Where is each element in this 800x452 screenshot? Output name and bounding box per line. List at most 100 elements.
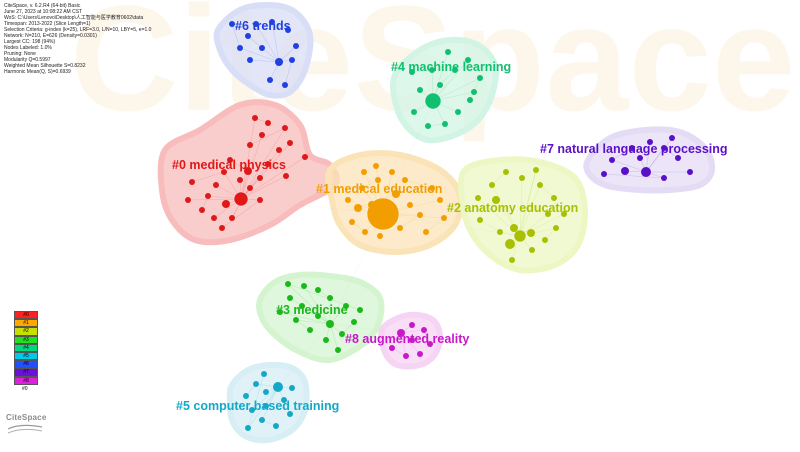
network-node[interactable]: [302, 154, 308, 160]
network-node[interactable]: [301, 283, 307, 289]
network-node[interactable]: [475, 195, 481, 201]
network-node[interactable]: [417, 212, 423, 218]
network-node[interactable]: [252, 115, 258, 121]
network-node[interactable]: [265, 120, 271, 126]
network-node[interactable]: [237, 45, 243, 51]
network-node[interactable]: [257, 175, 263, 181]
network-node[interactable]: [377, 233, 383, 239]
network-node[interactable]: [282, 82, 288, 88]
network-node[interactable]: [315, 287, 321, 293]
network-node[interactable]: [229, 21, 235, 27]
network-node[interactable]: [349, 219, 355, 225]
network-node[interactable]: [205, 193, 211, 199]
network-node[interactable]: [253, 21, 259, 27]
network-node[interactable]: [285, 27, 291, 33]
network-node[interactable]: [233, 191, 249, 207]
network-node[interactable]: [326, 320, 334, 328]
network-node[interactable]: [275, 58, 283, 66]
network-node[interactable]: [351, 319, 357, 325]
network-node[interactable]: [425, 123, 431, 129]
network-node[interactable]: [687, 169, 693, 175]
network-node[interactable]: [445, 49, 451, 55]
network-node[interactable]: [675, 155, 681, 161]
network-node[interactable]: [553, 225, 559, 231]
network-node[interactable]: [307, 327, 313, 333]
network-node[interactable]: [227, 157, 233, 163]
network-node[interactable]: [273, 423, 279, 429]
network-node[interactable]: [437, 82, 443, 88]
network-node[interactable]: [327, 295, 333, 301]
network-node[interactable]: [359, 185, 365, 191]
network-nodes[interactable]: [185, 19, 693, 431]
network-node[interactable]: [441, 215, 447, 221]
network-node[interactable]: [247, 142, 253, 148]
network-node[interactable]: [293, 43, 299, 49]
network-node[interactable]: [551, 195, 557, 201]
network-node[interactable]: [417, 351, 423, 357]
network-node[interactable]: [409, 322, 415, 328]
network-node[interactable]: [661, 175, 667, 181]
network-node[interactable]: [411, 109, 417, 115]
network-node[interactable]: [249, 407, 255, 413]
network-node[interactable]: [259, 45, 265, 51]
network-node[interactable]: [229, 215, 235, 221]
network-node[interactable]: [429, 185, 435, 191]
network-node[interactable]: [265, 161, 271, 167]
network-node[interactable]: [661, 145, 667, 151]
network-node[interactable]: [287, 295, 293, 301]
network-node[interactable]: [245, 425, 251, 431]
network-node[interactable]: [243, 393, 249, 399]
network-node[interactable]: [455, 109, 461, 115]
network-node[interactable]: [505, 239, 515, 249]
network-node[interactable]: [561, 211, 567, 217]
network-node[interactable]: [609, 157, 615, 163]
network-node[interactable]: [442, 121, 448, 127]
network-node[interactable]: [276, 147, 282, 153]
network-node[interactable]: [389, 345, 395, 351]
network-node[interactable]: [361, 169, 367, 175]
network-node[interactable]: [244, 167, 252, 175]
network-node[interactable]: [289, 385, 295, 391]
network-node[interactable]: [237, 177, 243, 183]
network-node[interactable]: [289, 57, 295, 63]
network-node[interactable]: [273, 382, 283, 392]
network-node[interactable]: [403, 353, 409, 359]
network-node[interactable]: [519, 175, 525, 181]
network-node[interactable]: [629, 145, 635, 151]
network-node[interactable]: [219, 225, 225, 231]
network-node[interactable]: [299, 303, 305, 309]
network-node[interactable]: [537, 182, 543, 188]
network-node[interactable]: [497, 229, 503, 235]
network-node[interactable]: [281, 397, 287, 403]
network-node[interactable]: [529, 247, 535, 253]
network-node[interactable]: [259, 417, 265, 423]
network-node[interactable]: [669, 135, 675, 141]
network-node[interactable]: [601, 171, 607, 177]
network-node[interactable]: [373, 163, 379, 169]
network-node[interactable]: [257, 197, 263, 203]
network-node[interactable]: [247, 57, 253, 63]
network-node[interactable]: [199, 207, 205, 213]
network-node[interactable]: [397, 225, 403, 231]
network-node[interactable]: [389, 169, 395, 175]
network-node[interactable]: [345, 197, 351, 203]
network-node[interactable]: [375, 177, 381, 183]
network-node[interactable]: [222, 200, 230, 208]
network-node[interactable]: [621, 167, 629, 175]
network-node[interactable]: [282, 125, 288, 131]
network-node[interactable]: [247, 185, 253, 191]
network-node[interactable]: [267, 77, 273, 83]
network-node[interactable]: [417, 87, 423, 93]
network-node[interactable]: [189, 179, 195, 185]
network-node[interactable]: [471, 89, 477, 95]
network-node[interactable]: [437, 197, 443, 203]
network-node[interactable]: [213, 182, 219, 188]
network-node[interactable]: [315, 313, 321, 319]
network-node[interactable]: [263, 389, 269, 395]
network-node[interactable]: [402, 177, 408, 183]
network-node[interactable]: [362, 229, 368, 235]
network-node[interactable]: [368, 201, 376, 209]
network-node[interactable]: [259, 132, 265, 138]
network-node[interactable]: [253, 381, 259, 387]
